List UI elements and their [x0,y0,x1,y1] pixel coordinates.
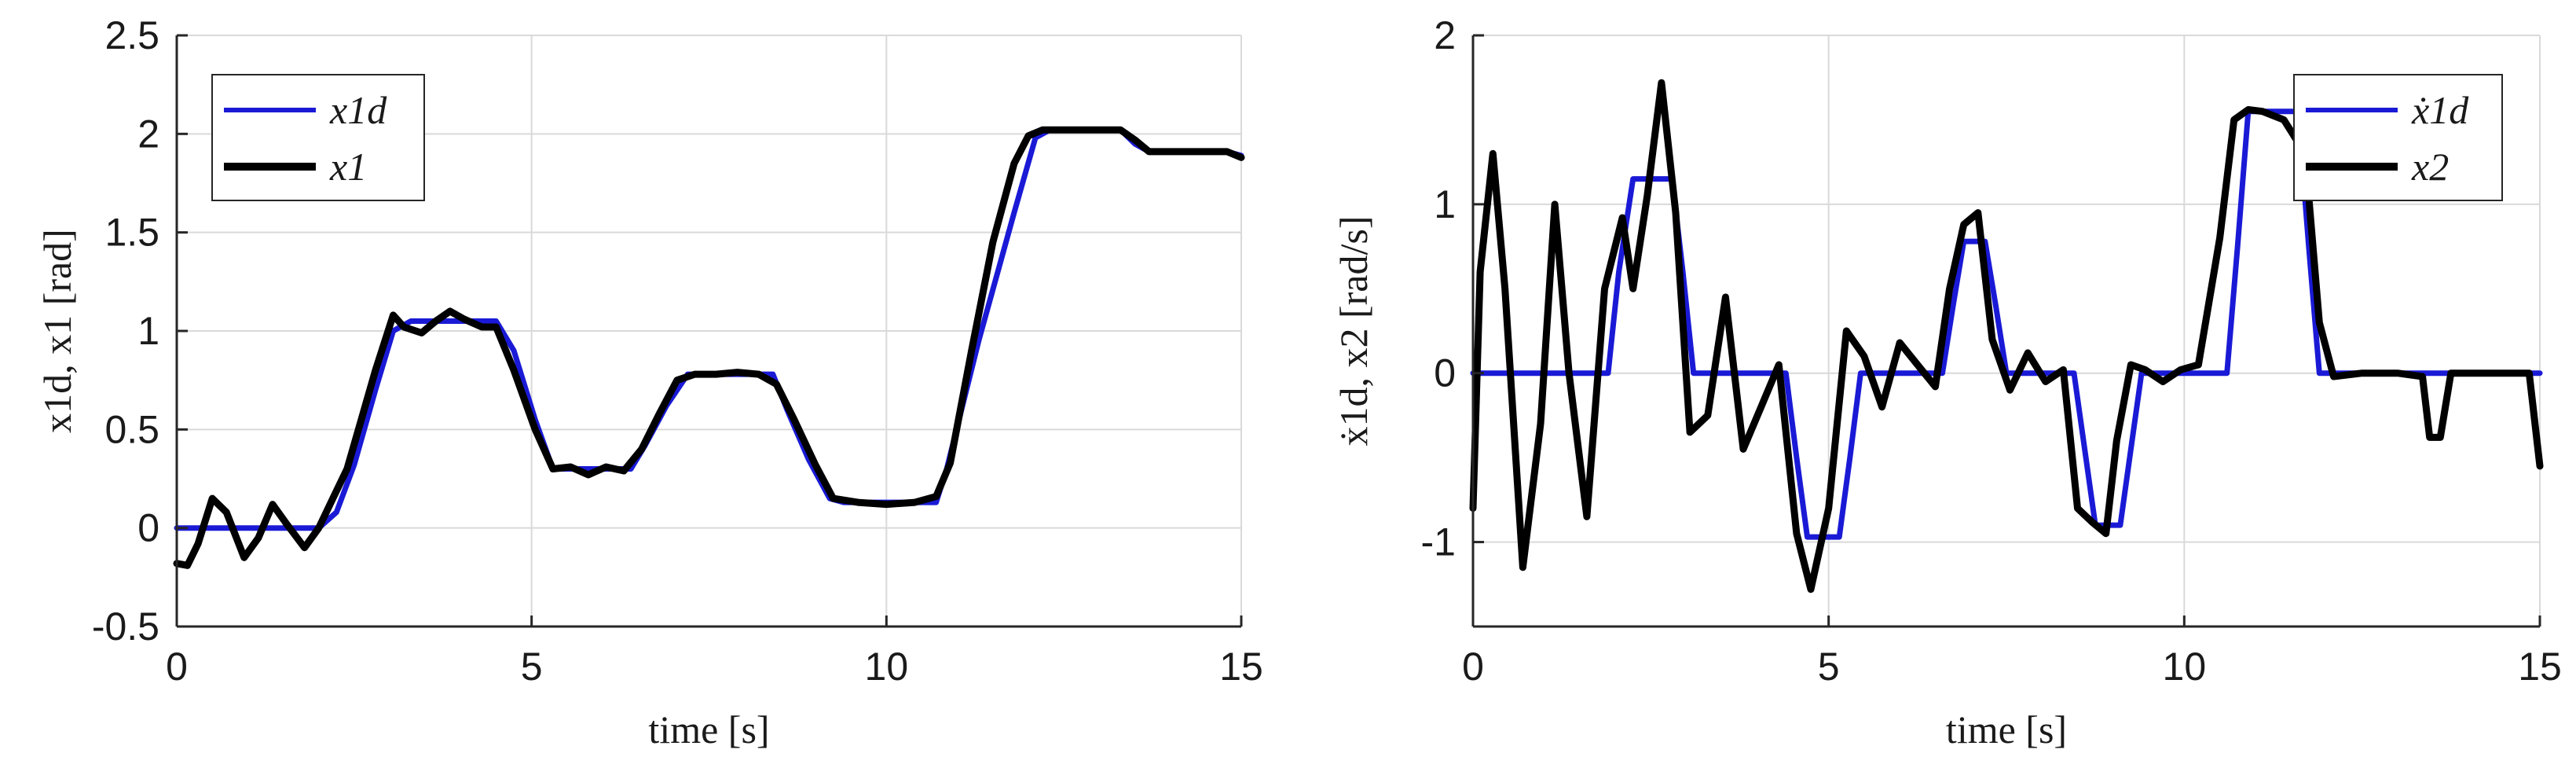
legend-label-x1: x1 [329,145,367,189]
series-line-x1 [173,126,1245,569]
x-tick-label: 10 [865,645,909,689]
y-axis-label: ẋ1d, x2 [rad/s] [1332,216,1376,446]
x-tick-label: 10 [2163,645,2207,689]
y-axis-label: x1d, x1 [rad] [35,229,79,433]
series-line-x2 [1469,79,2544,593]
legend-label-ẋ1d: ẋ1d [2411,88,2469,132]
x-tick-label: 5 [521,645,543,689]
y-tick-label: 0 [1434,351,1456,395]
y-tick-label: 2 [1434,13,1456,57]
x-tick-label: 15 [2518,645,2562,689]
x-axis-label: time [s] [1946,707,2067,751]
y-tick-label: -1 [1421,520,1456,564]
y-tick-label: -0.5 [92,604,159,649]
y-tick-label: 0.5 [104,407,159,451]
series-line-ẋ1d [1470,108,2543,540]
legend-label-x2: x2 [2411,145,2449,189]
legend-label-x1d: x1d [329,88,387,132]
y-tick-label: 1 [137,309,159,353]
y-tick-label: 2.5 [104,13,159,57]
y-tick-label: 1.5 [104,211,159,255]
x-tick-label: 0 [166,645,188,689]
legend-box [211,74,425,201]
x-axis-label: time [s] [648,707,769,751]
legend-box [2293,74,2503,201]
y-tick-label: 0 [137,506,159,550]
x-tick-label: 0 [1462,645,1484,689]
x-tick-label: 15 [1219,645,1263,689]
y-tick-label: 1 [1434,182,1456,226]
y-tick-label: 2 [137,112,159,156]
x-tick-label: 5 [1818,645,1840,689]
